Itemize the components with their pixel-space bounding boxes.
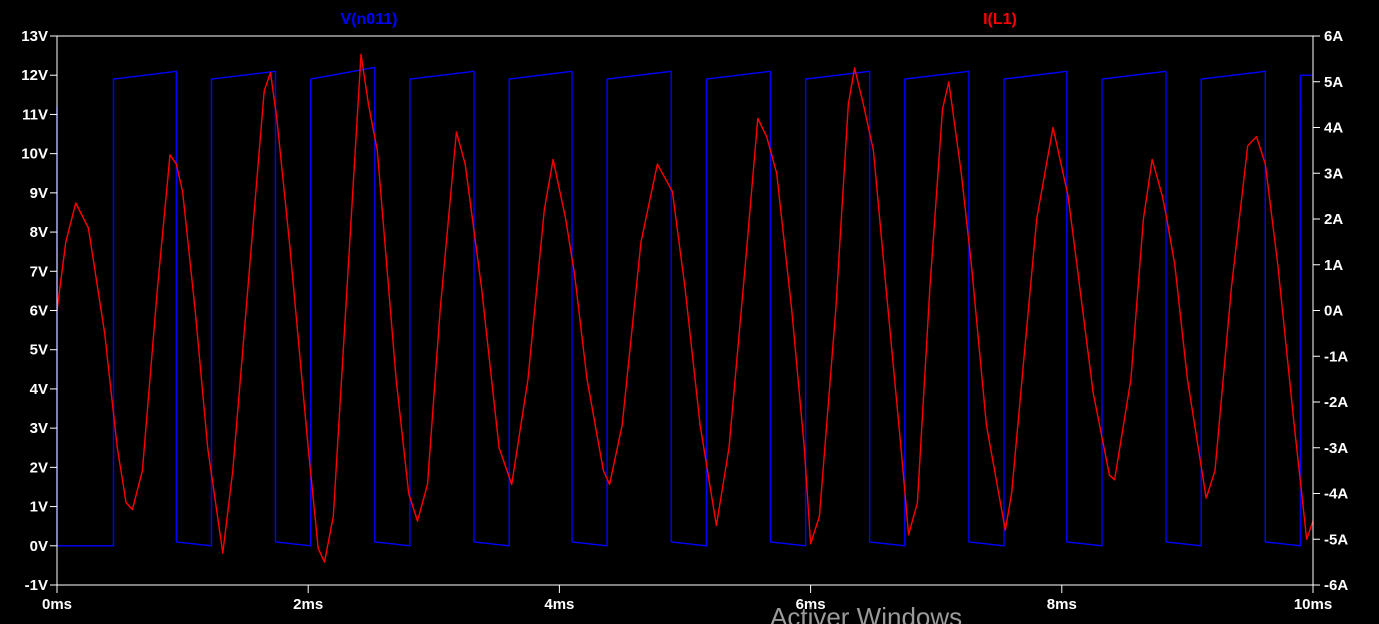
series-label-voltage[interactable]: V(n011) (341, 11, 398, 28)
left-axis-tick-label: 10V (21, 146, 48, 163)
x-axis-tick-label: 0ms (42, 596, 72, 613)
right-axis-tick-label: 0A (1324, 303, 1343, 320)
left-axis-tick-label: 4V (30, 381, 48, 398)
left-axis-tick-label: 11V (22, 106, 48, 123)
left-axis-tick-label: 7V (30, 263, 48, 280)
left-axis-tick-label: 6V (30, 303, 48, 320)
left-axis-tick-label: 13V (21, 28, 48, 45)
right-axis-tick-label: 6A (1324, 28, 1343, 45)
right-axis-tick-label: 3A (1324, 165, 1343, 182)
left-axis-tick-label: 3V (30, 420, 48, 437)
left-axis-tick-label: 9V (30, 185, 48, 202)
left-axis-tick-label: 5V (30, 342, 48, 359)
right-axis-tick-label: -4A (1324, 486, 1348, 503)
right-axis-tick-label: 2A (1324, 211, 1343, 228)
watermark-text: Activer Windows (770, 602, 962, 624)
left-axis-tick-label: 0V (30, 538, 48, 555)
left-axis-tick-label: -1V (25, 577, 48, 594)
x-axis-tick-label: 2ms (293, 596, 323, 613)
right-axis-tick-label: -2A (1324, 394, 1348, 411)
series-line-current (56, 53, 1314, 563)
right-axis-tick-label: -6A (1324, 577, 1348, 594)
series-line-voltage (56, 66, 1313, 547)
right-axis-tick-label: -5A (1324, 531, 1348, 548)
left-axis-tick-label: 1V (30, 499, 48, 516)
x-axis-tick-label: 4ms (544, 596, 574, 613)
x-axis-tick-label: 8ms (1047, 596, 1077, 613)
traces-layer (56, 53, 1314, 563)
left-axis-tick-label: 8V (30, 224, 48, 241)
right-axis-tick-label: -3A (1324, 440, 1348, 457)
right-axis-tick-label: -1A (1324, 348, 1348, 365)
x-axis-tick-label: 10ms (1294, 596, 1332, 613)
axes-layer: 13V 12V 11V 10V 9V 8V 7V 6V 5V 4V 3V 2V 1V 0V -1V 6A 5A 4… (21, 28, 1348, 613)
series-label-current[interactable]: I(L1) (983, 11, 1017, 28)
left-axis-tick-label: 2V (30, 459, 48, 476)
right-axis-tick-label: 1A (1324, 257, 1343, 274)
right-axis-tick-label: 5A (1324, 74, 1343, 91)
right-axis-tick-label: 4A (1324, 120, 1343, 137)
x-axis-tick-label: 6ms (796, 596, 826, 613)
left-axis-tick-label: 12V (21, 67, 48, 84)
